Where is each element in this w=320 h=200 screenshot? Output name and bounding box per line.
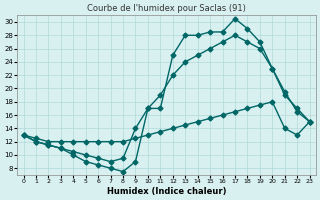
X-axis label: Humidex (Indice chaleur): Humidex (Indice chaleur) [107,187,226,196]
Title: Courbe de l'humidex pour Saclas (91): Courbe de l'humidex pour Saclas (91) [87,4,246,13]
